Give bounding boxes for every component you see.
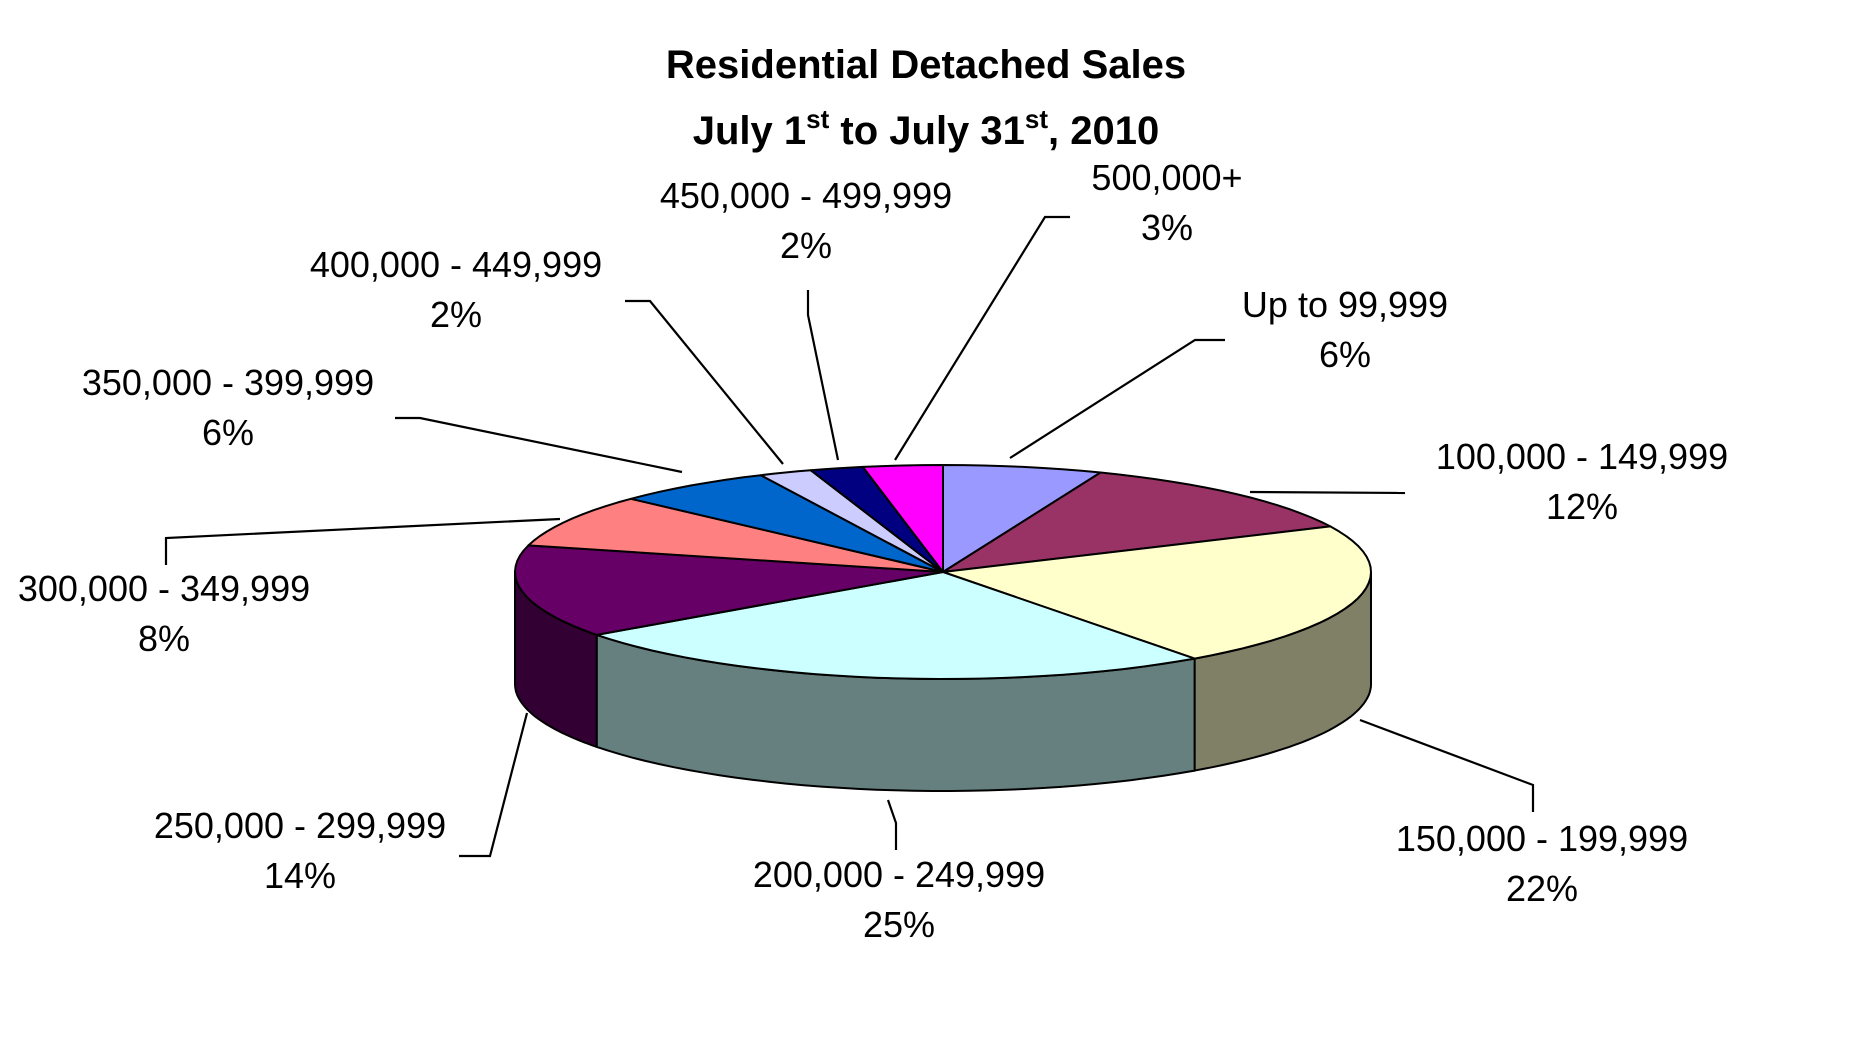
subtitle-sup2: st [1025,104,1048,134]
chart-title: Residential Detached Sales [666,43,1186,87]
label-250-000-299-999: 250,000 - 299,999 [154,805,446,846]
percent-350-000-399-999: 6% [202,412,254,453]
leader-500-000 [894,215,1070,461]
label-400-000-449-999: 400,000 - 449,999 [310,244,602,285]
percent-400-000-449-999: 2% [430,294,482,335]
slice-150-000-199-999 [942,525,1372,660]
label-300-000-349-999: 300,000 - 349,999 [18,568,310,609]
label-up-to-99-999: Up to 99,999 [1242,284,1448,325]
leader-350-000-399-999 [395,416,683,474]
subtitle-part2: to July 31 [829,109,1025,153]
slice-labels: Up to 99,999 6% 100,000 - 149,999 12% 150,00… [18,157,1728,945]
chart-subtitle: July 1st to July 31st, 2010 [693,104,1160,153]
slice-350-000-399-999 [630,474,944,573]
leader-lines [164,215,1535,858]
subtitle-sup1: st [806,104,829,134]
percent-up-to-99-999: 6% [1319,334,1371,375]
percent-500-000: 3% [1141,207,1193,248]
leader-450-000-499-999 [806,290,840,461]
subtitle-part1: July 1 [693,109,806,153]
percent-100-000-149-999: 12% [1546,486,1618,527]
leader-up-to-99-999 [1009,338,1225,459]
label-350-000-399-999: 350,000 - 399,999 [82,362,374,403]
percent-300-000-349-999: 8% [138,618,190,659]
percent-450-000-499-999: 2% [780,225,832,266]
slice-300-000-349-999 [527,497,944,573]
leader-300-000-349-999 [164,517,561,565]
slice-500-000 [861,464,944,573]
leader-400-000-449-999 [625,299,784,465]
pie-top [514,464,1372,680]
leader-100-000-149-999 [1249,490,1406,495]
label-450-000-499-999: 450,000 - 499,999 [660,175,952,216]
leader-250-000-299-999 [459,712,529,858]
leader-200-000-249-999 [886,799,898,850]
label-500-000: 500,000+ [1091,157,1242,198]
percent-200-000-249-999: 25% [863,904,935,945]
slice-250-000-299-999 [514,544,944,636]
percent-150-000-199-999: 22% [1506,868,1578,909]
label-150-000-199-999: 150,000 - 199,999 [1396,818,1688,859]
percent-250-000-299-999: 14% [264,855,336,896]
pie-sides [514,571,1372,792]
slice-200-000-249-999 [595,571,1196,680]
slice-up-to-99-999 [942,464,1102,573]
label-200-000-249-999: 200,000 - 249,999 [753,854,1045,895]
subtitle-part3: , 2010 [1048,109,1159,153]
leader-150-000-199-999 [1359,718,1535,812]
label-100-000-149-999: 100,000 - 149,999 [1436,436,1728,477]
slice-100-000-149-999 [942,471,1332,573]
